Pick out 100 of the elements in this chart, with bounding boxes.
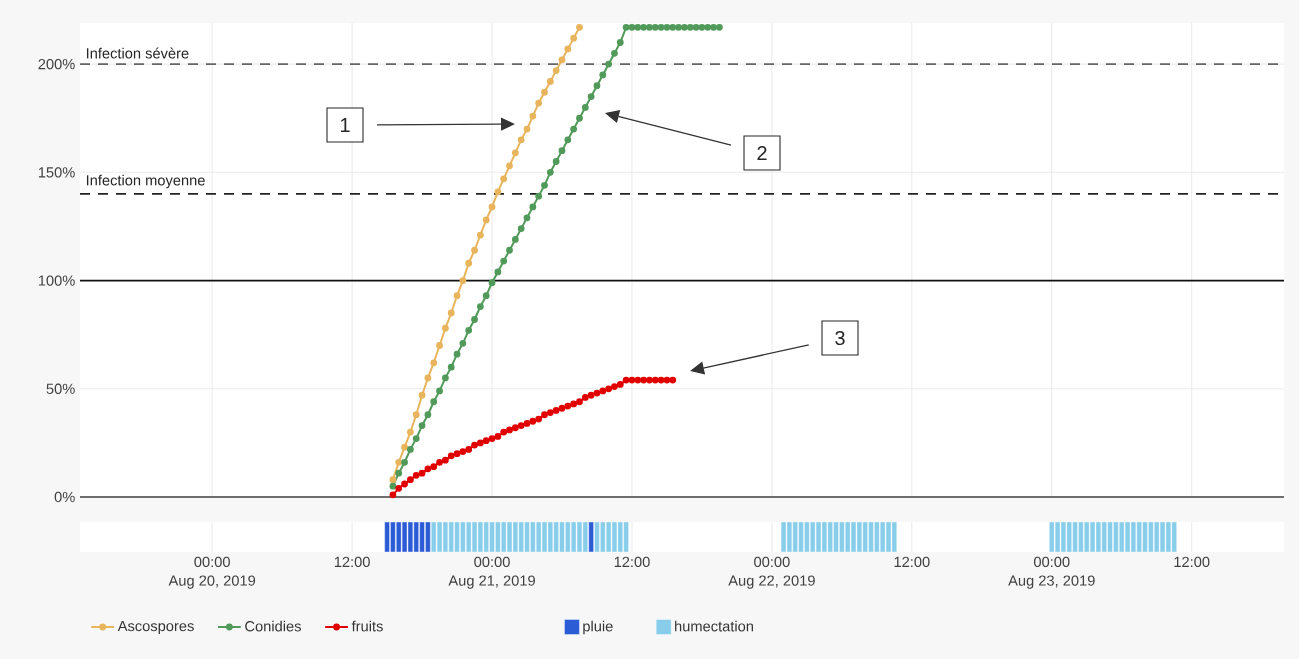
point (646, 376, 653, 384)
x-tick-label: 00:00 Aug 21, 2019 (448, 556, 535, 589)
point (459, 339, 467, 347)
point (622, 376, 630, 384)
point (471, 316, 478, 323)
point (436, 387, 443, 395)
point (401, 480, 408, 488)
point (546, 78, 554, 85)
y-tick-label: 50% (46, 383, 75, 394)
point (453, 350, 461, 358)
annotation: 3 (835, 330, 845, 346)
point (564, 45, 572, 53)
point (552, 407, 560, 414)
point (412, 435, 420, 442)
point (453, 292, 461, 300)
point (395, 458, 403, 466)
point (558, 147, 566, 155)
point (651, 23, 659, 31)
point (523, 214, 531, 222)
point (430, 398, 438, 406)
point (494, 432, 502, 440)
point (616, 381, 624, 388)
point (407, 476, 414, 484)
x-tick-label: 12:00 (614, 556, 650, 568)
point (424, 374, 432, 382)
point (663, 23, 671, 31)
y-tick-label: 100% (38, 275, 75, 286)
point (716, 23, 723, 31)
ref-line-label: Infection moyenne (86, 174, 205, 189)
point (634, 376, 642, 384)
point (669, 23, 677, 31)
legend-label: humectation (675, 620, 753, 632)
legend-label: fruits (351, 620, 383, 632)
point (552, 67, 560, 75)
point (587, 391, 595, 399)
y-tick-label: 200% (38, 58, 75, 70)
point (640, 23, 648, 31)
point (535, 415, 543, 423)
point (476, 439, 484, 447)
annotation: 2 (757, 146, 767, 160)
x-tick-label: 00:00 Aug 22, 2019 (728, 556, 815, 589)
x-tick-label: 12:00 (894, 556, 930, 568)
point (663, 376, 671, 384)
annotation: 1 (340, 118, 350, 132)
point (476, 303, 484, 310)
point (692, 23, 700, 31)
point (599, 71, 607, 79)
point (511, 149, 519, 157)
x-tick-label: 12:00 (1174, 556, 1210, 568)
point (430, 463, 438, 471)
point (447, 363, 455, 371)
point (488, 279, 496, 287)
point (488, 435, 496, 442)
point (424, 411, 432, 419)
point (657, 23, 665, 31)
point (471, 246, 478, 254)
point (552, 158, 560, 165)
point (465, 445, 473, 453)
point (570, 400, 578, 408)
point (529, 203, 537, 211)
point (517, 136, 525, 144)
point (476, 231, 484, 239)
point (657, 376, 665, 384)
point (511, 236, 519, 243)
point (482, 437, 490, 445)
point (587, 93, 595, 100)
point (395, 469, 403, 477)
point (401, 458, 408, 466)
point (570, 125, 578, 133)
point (407, 428, 414, 436)
point (611, 49, 618, 57)
point (541, 88, 548, 96)
point (517, 422, 525, 429)
point (686, 23, 694, 31)
point (546, 409, 554, 416)
point (675, 23, 682, 31)
point (401, 443, 408, 451)
point (459, 448, 467, 455)
point (465, 326, 473, 334)
point (436, 458, 443, 466)
point (412, 471, 420, 479)
point (506, 426, 513, 434)
point (669, 376, 677, 384)
point (605, 60, 613, 68)
point (605, 385, 613, 393)
x-tick-label: 00:00 Aug 23, 2019 (1008, 556, 1095, 589)
point (576, 114, 583, 122)
point (418, 469, 426, 477)
point (634, 23, 642, 31)
point (447, 309, 455, 317)
point (511, 424, 519, 432)
point (576, 23, 583, 31)
point (465, 259, 473, 267)
point (430, 359, 438, 367)
point (640, 376, 648, 384)
point (523, 125, 531, 133)
ref-line-label: Infection sévère (86, 47, 189, 59)
point (506, 246, 513, 254)
point (546, 168, 554, 176)
point (482, 292, 490, 300)
